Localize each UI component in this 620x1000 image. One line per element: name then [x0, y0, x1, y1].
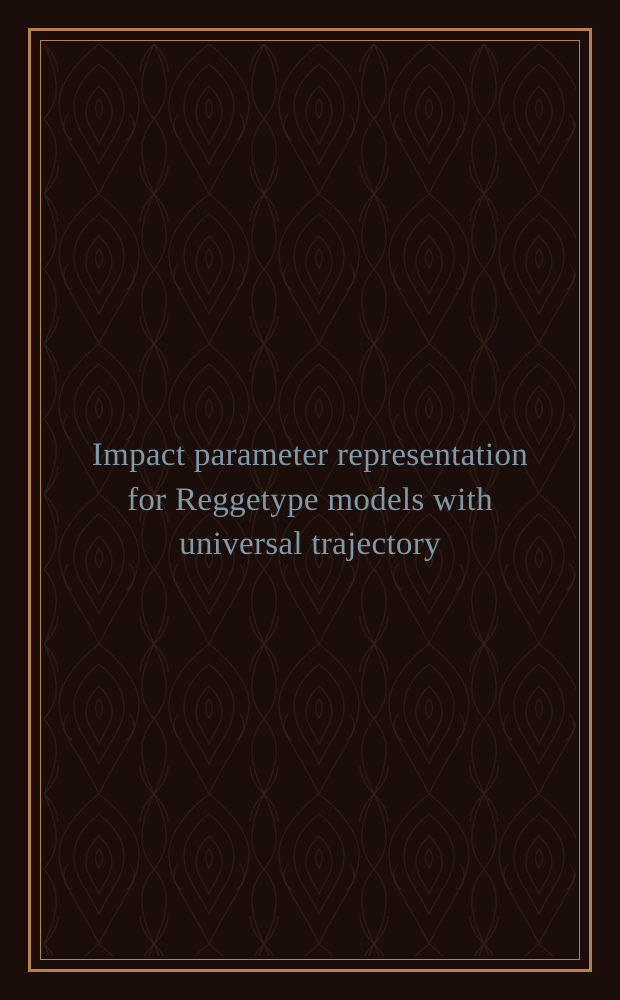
cover-title: Impact parameter representation for Regg… [90, 433, 530, 567]
title-region: Impact parameter representation for Regg… [0, 0, 620, 1000]
book-cover: Impact parameter representation for Regg… [0, 0, 620, 1000]
